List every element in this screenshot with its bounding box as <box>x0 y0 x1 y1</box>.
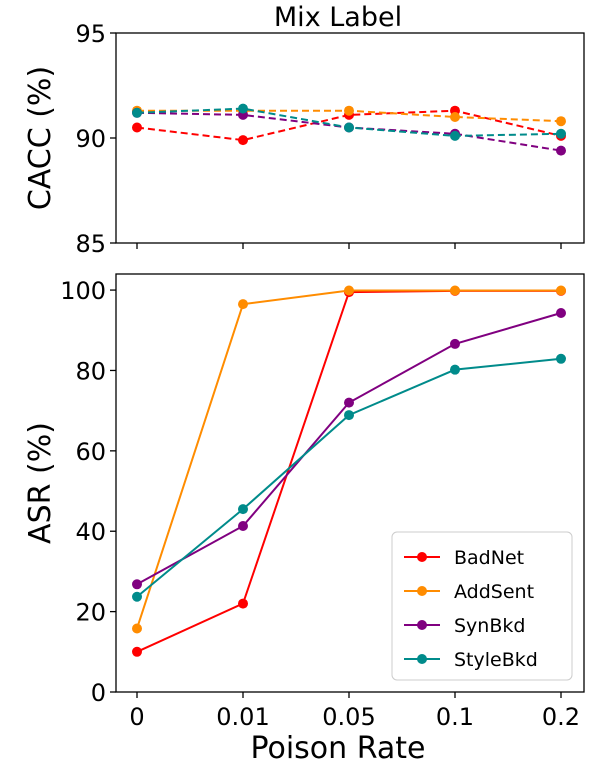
cacc-point-synbkd <box>556 145 566 156</box>
asr-panel: 0 20 40 60 80 100 0 0.01 0.05 0.1 0.2 ASR (%) <box>23 273 585 731</box>
cacc-point-stylebkd <box>132 107 142 118</box>
legend-marker-addsent <box>417 586 427 596</box>
legend-marker-stylebkd <box>417 654 427 664</box>
cacc-point-badnet <box>132 122 142 133</box>
asr-point-synbkd <box>556 307 566 318</box>
legend-label-stylebkd: StyleBkd <box>454 649 538 671</box>
cacc-point-stylebkd <box>344 122 354 133</box>
asr-point-addsent <box>450 285 460 296</box>
legend-label-addsent: AddSent <box>454 581 534 603</box>
x-axis-title: Poison Rate <box>250 731 425 766</box>
asr-point-synbkd <box>450 338 460 349</box>
asr-plot-frame <box>115 273 585 693</box>
asr-y-axis-title: ASR (%) <box>23 422 58 544</box>
asr-y-tick-label: 40 <box>75 518 106 546</box>
x-tick-label: 0.01 <box>216 703 269 731</box>
cacc-point-addsent <box>450 112 460 122</box>
asr-point-addsent <box>344 285 354 296</box>
asr-point-stylebkd <box>344 410 354 421</box>
legend: BadNet AddSent SynBkd StyleBkd <box>391 531 573 681</box>
legend-marker-badnet <box>417 552 427 562</box>
asr-y-tick-label: 80 <box>75 357 106 385</box>
x-tick-label: 0.1 <box>436 703 474 731</box>
asr-point-addsent <box>132 623 142 634</box>
cacc-y-tick-label: 85 <box>75 230 106 258</box>
cacc-panel: 85 90 95 CACC (%) <box>23 20 585 258</box>
asr-point-stylebkd <box>450 364 460 375</box>
asr-point-addsent <box>238 299 248 310</box>
cacc-point-addsent <box>556 116 566 127</box>
asr-point-stylebkd <box>556 353 566 364</box>
cacc-y-tick-label: 95 <box>75 20 106 48</box>
legend-label-synbkd: SynBkd <box>454 615 525 637</box>
asr-y-tick-label: 0 <box>91 679 106 707</box>
x-tick-label: 0 <box>129 703 144 731</box>
asr-point-badnet <box>132 646 142 657</box>
asr-y-tick-label: 60 <box>75 438 106 466</box>
cacc-point-stylebkd <box>450 130 460 141</box>
cacc-y-tick-label: 90 <box>75 125 106 153</box>
cacc-point-addsent <box>344 105 354 116</box>
cacc-y-axis-title: CACC (%) <box>23 66 58 210</box>
asr-point-synbkd <box>238 521 248 532</box>
cacc-point-stylebkd <box>556 128 566 139</box>
cacc-plot-frame <box>115 32 585 244</box>
cacc-point-stylebkd <box>238 103 248 114</box>
asr-point-stylebkd <box>132 591 142 602</box>
asr-y-tick-label: 20 <box>75 599 106 627</box>
legend-box <box>391 531 573 681</box>
asr-point-stylebkd <box>238 504 248 515</box>
asr-point-badnet <box>238 598 248 609</box>
chart-title: Mix Label <box>274 2 402 33</box>
asr-point-synbkd <box>344 397 354 408</box>
legend-label-badnet: BadNet <box>454 547 524 569</box>
x-tick-label: 0.05 <box>322 703 375 731</box>
x-tick-label: 0.2 <box>542 703 580 731</box>
legend-marker-synbkd <box>417 620 427 630</box>
asr-y-tick-label: 100 <box>60 277 106 305</box>
asr-point-addsent <box>556 285 566 296</box>
asr-point-synbkd <box>132 579 142 590</box>
cacc-point-badnet <box>238 135 248 146</box>
